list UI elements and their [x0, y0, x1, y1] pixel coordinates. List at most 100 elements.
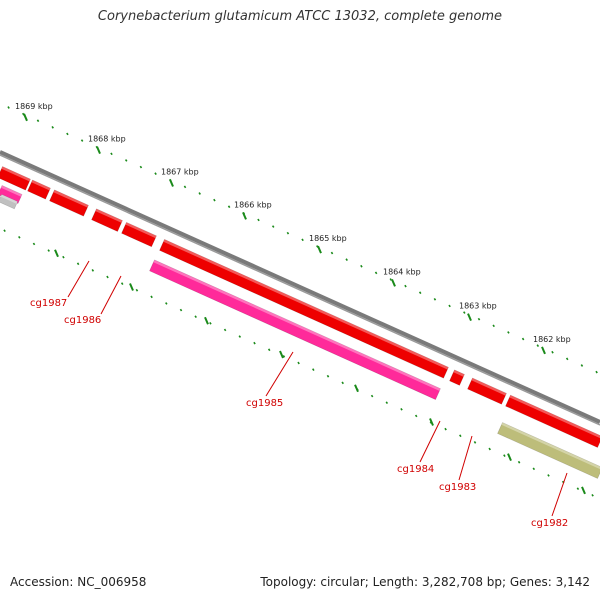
ruler-major-tick [317, 245, 322, 254]
lower-tick [532, 467, 536, 471]
ruler-tick [374, 271, 378, 275]
gene-label-cg1986: cg1986 [64, 315, 101, 326]
lower-major-tick [429, 418, 434, 426]
ruler-tick [257, 218, 260, 222]
map-title: Corynebacterium glutamicum ATCC 13032, c… [97, 9, 503, 24]
ruler-tick [330, 251, 334, 255]
gene-label-cg1987: cg1987 [30, 298, 67, 309]
lower-tick [400, 407, 403, 411]
lower-tick [194, 315, 197, 319]
ruler-tick [345, 258, 348, 261]
ruler-major-tick [169, 179, 174, 187]
ruler-tick [198, 192, 201, 195]
forward-gene-6 [159, 239, 449, 379]
ruler-tick [565, 357, 569, 361]
forward-gene-3 [49, 189, 89, 217]
lower-tick [47, 249, 50, 252]
lower-tick [91, 269, 95, 272]
ruler-tick [404, 284, 407, 288]
lower-tick [326, 374, 330, 378]
ruler-major-tick [541, 346, 546, 355]
ruler-tick [7, 106, 10, 109]
ruler-label-1866: 1866 kbp [234, 200, 272, 209]
genome-summary-text: Topology: circular; Length: 3,282,708 bp… [260, 575, 590, 589]
ruler-tick [536, 344, 540, 347]
ruler-tick [51, 126, 54, 129]
ruler-tick [154, 172, 157, 175]
ruler-tick [301, 238, 304, 242]
lower-tick [135, 288, 139, 292]
lower-tick [414, 414, 418, 418]
genome-backbone [0, 150, 600, 424]
lower-major-tick [507, 453, 512, 461]
lower-tick [62, 255, 65, 259]
lower-tick [591, 493, 594, 497]
forward-gene-2 [27, 179, 51, 200]
lower-tick [297, 361, 300, 365]
lower-tick [32, 242, 36, 246]
ruler-label-1863: 1863 kbp [459, 302, 497, 311]
ruler-tick [433, 297, 437, 301]
ruler-tick [418, 291, 422, 295]
lower-tick [267, 348, 271, 352]
gene-label-cg1985: cg1985 [246, 398, 283, 409]
ruler-tick [124, 159, 128, 162]
ruler-tick [448, 304, 451, 308]
lower-tick [223, 328, 227, 332]
lower-tick [179, 308, 183, 312]
lower-major-tick [204, 316, 209, 325]
forward-gene-8 [467, 377, 507, 405]
leader-line-cg1983 [458, 435, 473, 481]
gene-label-cg1984: cg1984 [397, 464, 434, 475]
gene-label-cg1982: cg1982 [531, 518, 568, 529]
ruler-tick [551, 350, 554, 354]
reverse-gene-cg1985 [149, 259, 441, 400]
ruler-tick [507, 331, 510, 334]
ruler-major-tick [242, 211, 247, 220]
leader-line-cg1986 [100, 275, 122, 315]
lower-major-tick [581, 486, 586, 495]
gene-label-cg1983: cg1983 [439, 482, 476, 493]
ruler-tick [36, 119, 40, 123]
ruler-label-1867: 1867 kbp [161, 168, 199, 177]
ruler-tick [66, 132, 69, 136]
forward-gene-7 [449, 369, 465, 386]
forward-gene-9 [505, 394, 600, 448]
ruler-tick [139, 165, 143, 169]
lower-tick [312, 368, 315, 371]
ruler-label-1865: 1865 kbp [309, 234, 347, 243]
lower-tick [473, 441, 477, 444]
ruler-tick [360, 264, 363, 268]
lower-tick [370, 394, 374, 398]
leader-line-cg1987 [67, 260, 90, 298]
lower-tick [76, 262, 80, 266]
lower-major-tick [129, 283, 134, 291]
ruler-tick [521, 337, 525, 341]
lower-tick [150, 295, 153, 299]
ruler-label-1864: 1864 kbp [383, 267, 421, 276]
lower-tick [547, 474, 550, 477]
ruler-label-1862: 1862 kbp [533, 335, 571, 344]
lower-tick [282, 355, 286, 358]
lower-major-tick [279, 350, 284, 359]
ruler-major-tick [96, 146, 101, 155]
ruler-tick [492, 324, 495, 328]
leader-line-cg1982 [551, 472, 568, 517]
lower-tick [209, 321, 212, 325]
ruler-tick [271, 225, 275, 228]
ruler-tick [227, 205, 231, 209]
lower-tick [120, 282, 124, 285]
lower-tick [253, 341, 256, 345]
lower-tick [238, 335, 242, 338]
other-gene-cg1982 [497, 422, 600, 479]
ruler-tick [286, 231, 290, 235]
leader-line-cg1985 [265, 351, 294, 397]
ruler-tick [389, 278, 393, 281]
forward-gene-4 [91, 208, 123, 232]
ruler-major-tick [467, 313, 472, 321]
lower-tick [106, 275, 109, 279]
forward-gene-1 [0, 166, 31, 191]
ruler-tick [595, 370, 598, 374]
lower-major-tick [354, 384, 359, 393]
